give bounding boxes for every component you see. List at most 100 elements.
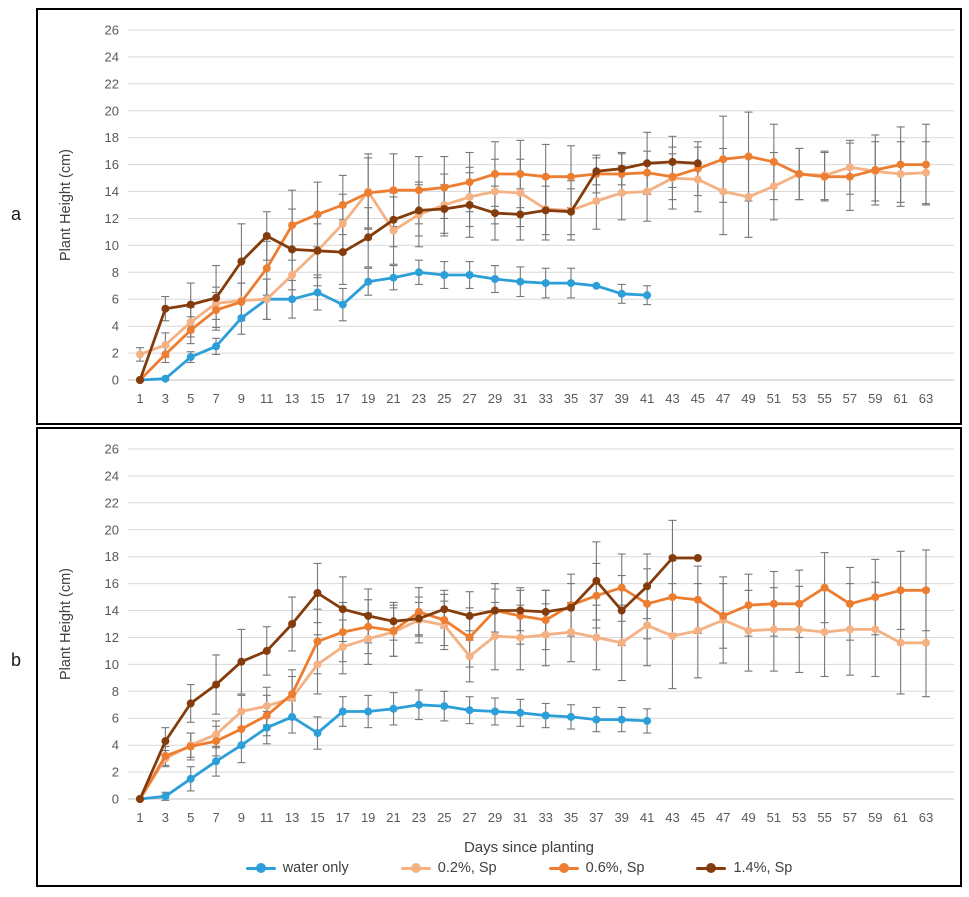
svg-text:4: 4 <box>112 738 119 753</box>
svg-text:27: 27 <box>462 391 476 406</box>
data-point-0-2-sp <box>592 633 601 642</box>
data-point-water-only <box>491 275 499 283</box>
svg-text:3: 3 <box>162 391 169 406</box>
data-point-0-6-sp <box>744 601 753 610</box>
data-point-0-6-sp <box>414 186 423 195</box>
svg-text:3: 3 <box>162 810 169 825</box>
data-point-0-2-sp <box>744 192 753 201</box>
svg-text:2: 2 <box>112 765 119 780</box>
data-point-0-2-sp <box>896 170 905 178</box>
legend-label-0-2-sp: 0.2%, Sp <box>437 860 497 876</box>
svg-text:33: 33 <box>538 810 552 825</box>
data-point-0-6-sp <box>465 633 474 642</box>
data-point-0-6-sp <box>617 583 626 592</box>
data-point-0-6-sp <box>769 157 778 166</box>
data-point-1-4-sp <box>212 680 221 689</box>
data-point-0-6-sp <box>922 160 930 169</box>
svg-text:63: 63 <box>919 391 933 406</box>
svg-text:1: 1 <box>136 810 143 825</box>
data-point-0-6-sp <box>288 221 297 230</box>
svg-text:14: 14 <box>105 184 119 199</box>
data-point-0-2-sp <box>186 318 195 327</box>
data-point-0-2-sp <box>922 168 930 177</box>
data-point-1-4-sp <box>136 376 144 384</box>
data-point-0-6-sp <box>338 628 347 637</box>
svg-text:47: 47 <box>716 810 730 825</box>
data-point-1-4-sp <box>491 606 499 615</box>
svg-text:49: 49 <box>741 810 755 825</box>
data-point-0-6-sp <box>820 583 829 592</box>
svg-text:27: 27 <box>462 810 476 825</box>
data-point-water-only <box>516 708 525 717</box>
data-point-water-only <box>262 723 271 732</box>
svg-text:17: 17 <box>336 391 350 406</box>
data-point-0-2-sp <box>769 182 778 191</box>
svg-text:53: 53 <box>792 810 806 825</box>
data-point-0-2-sp <box>922 638 930 647</box>
data-point-water-only <box>364 707 373 716</box>
data-point-0-6-sp <box>212 737 221 746</box>
svg-text:12: 12 <box>105 211 119 226</box>
data-point-0-6-sp <box>541 172 550 181</box>
svg-text:24: 24 <box>105 49 119 64</box>
series-1-4-sp <box>136 554 702 803</box>
data-point-1-4-sp <box>338 605 347 614</box>
data-point-0-2-sp <box>465 652 474 661</box>
data-point-water-only <box>212 757 221 766</box>
svg-text:51: 51 <box>767 391 781 406</box>
data-point-water-only <box>186 353 195 362</box>
data-point-water-only <box>567 712 575 721</box>
data-point-0-2-sp <box>845 625 854 634</box>
data-point-water-only <box>237 741 246 750</box>
data-point-0-2-sp <box>744 626 753 635</box>
data-point-0-2-sp <box>820 628 829 637</box>
data-point-0-6-sp <box>719 611 728 620</box>
data-point-1-4-sp <box>313 246 322 255</box>
svg-text:39: 39 <box>614 810 628 825</box>
data-point-0-2-sp <box>313 660 322 669</box>
data-point-1-4-sp <box>617 164 626 173</box>
data-point-water-only <box>592 281 601 290</box>
data-point-1-4-sp <box>288 620 297 628</box>
svg-text:22: 22 <box>105 76 119 91</box>
data-point-water-only <box>541 711 550 720</box>
svg-text:7: 7 <box>212 810 219 825</box>
svg-text:20: 20 <box>105 522 119 537</box>
data-point-0-2-sp <box>516 633 525 642</box>
svg-text:59: 59 <box>868 810 882 825</box>
error-bars <box>136 111 930 364</box>
water-only-series-marker-icon <box>245 863 276 873</box>
data-point-water-only <box>161 374 170 383</box>
svg-text:20: 20 <box>105 103 119 118</box>
data-point-0-6-sp <box>845 172 854 181</box>
y-axis-label-a: Plant Height (cm) <box>58 148 74 262</box>
x-axis-title: Days since planting <box>463 839 595 856</box>
data-point-0-6-sp <box>212 306 221 314</box>
svg-text:2: 2 <box>112 346 119 361</box>
0-6-sp-series-marker-icon <box>548 863 579 873</box>
data-point-1-4-sp <box>592 167 601 176</box>
data-point-0-6-sp <box>288 690 297 698</box>
svg-text:10: 10 <box>105 657 119 672</box>
data-point-0-6-sp <box>262 711 271 720</box>
data-point-0-6-sp <box>668 593 677 602</box>
svg-text:21: 21 <box>386 810 400 825</box>
data-point-0-6-sp <box>896 160 905 169</box>
chart-panel-a: Plant Height (cm) 0 2 4 6 8 10 12 14 16 18 20 22 24 2… <box>36 8 962 425</box>
data-point-water-only <box>288 295 297 304</box>
svg-text:17: 17 <box>336 810 350 825</box>
svg-text:15: 15 <box>310 391 324 406</box>
data-point-1-4-sp <box>262 232 271 240</box>
legend-item-0-6-sp: 0.6%, Sp <box>548 860 645 876</box>
legend-label-0-6-sp: 0.6%, Sp <box>585 860 645 876</box>
data-point-0-2-sp <box>338 219 347 228</box>
data-point-0-6-sp <box>186 326 195 335</box>
data-point-1-4-sp <box>567 603 575 612</box>
series-0-6-sp <box>136 152 930 384</box>
data-point-water-only <box>643 716 652 725</box>
data-point-1-4-sp <box>338 248 347 257</box>
data-point-1-4-sp <box>465 611 474 620</box>
data-point-0-2-sp <box>491 632 499 641</box>
data-point-water-only <box>567 279 575 288</box>
